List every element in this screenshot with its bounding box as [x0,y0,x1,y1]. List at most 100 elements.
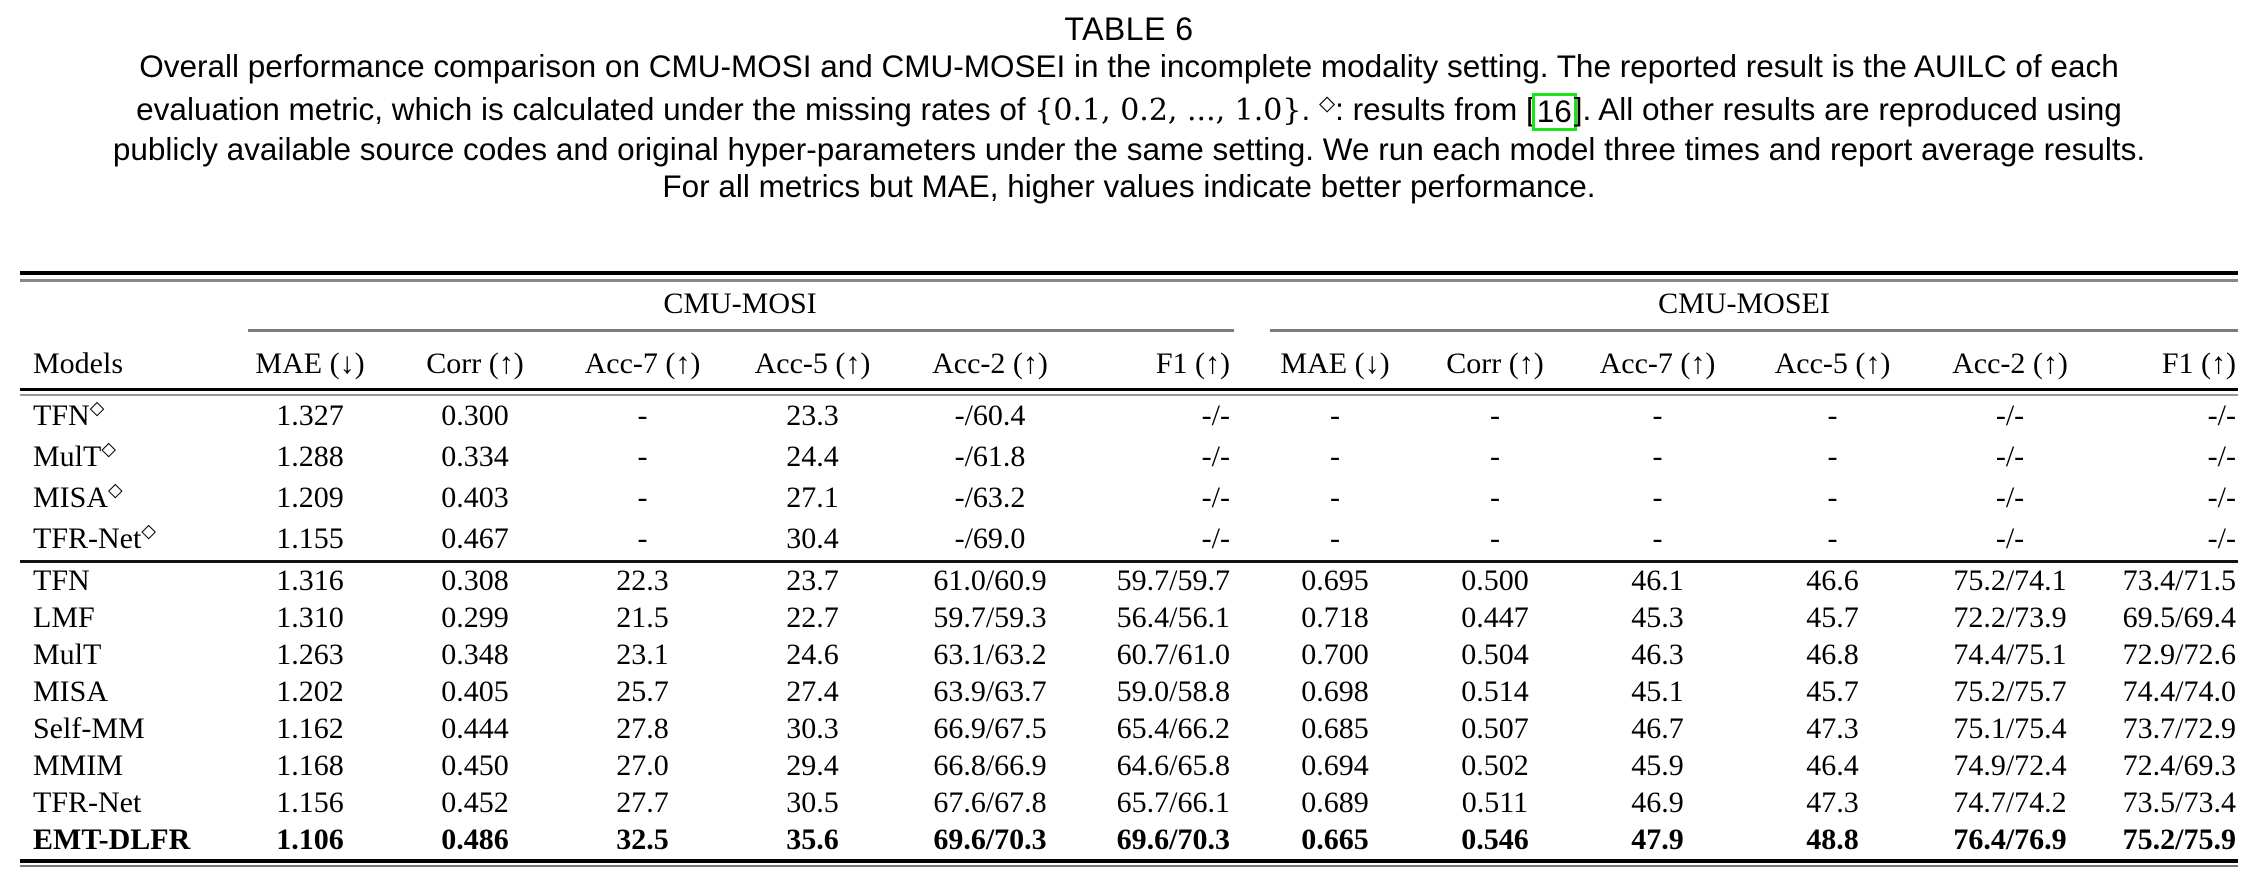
bracket-close: ] [1573,91,1583,127]
diamond-icon: ◇ [141,521,156,542]
diamond-icon: ◇ [1319,92,1336,115]
table-cell: 30.5 [786,786,839,819]
col-header-mae-mosi: MAE (↓) [255,346,365,380]
table-cell: 66.8/66.9 [933,749,1047,782]
table-cell: 0.405 [441,675,509,708]
table-cell: 21.5 [616,601,669,634]
table-cell: - [1827,522,1838,555]
table-cell: - [637,481,648,514]
table-title: TABLE 6 [1064,11,1194,47]
table-cell: 0.502 [1461,749,1529,782]
table-cell: 67.6/67.8 [933,786,1047,819]
citation-link-16[interactable]: 16 [1531,93,1577,131]
table-cell: 69.6/70.3 [1116,823,1230,856]
bracket-open: [ [1525,91,1535,127]
table-cell: - [1652,399,1663,432]
table-cell: 75.2/75.9 [2122,823,2236,856]
table-cell: 45.3 [1631,601,1684,634]
model-name: MulT◇ [33,439,116,473]
table-cell: 0.700 [1301,638,1369,671]
table-cell: - [1652,440,1663,473]
table-cell: 0.698 [1301,675,1369,708]
table-cell: 0.694 [1301,749,1369,782]
table-cell: 45.7 [1806,601,1859,634]
section-separator-rule [20,559,2238,563]
table-cell: 75.1/75.4 [1953,712,2067,745]
table-cell: 1.288 [276,440,344,473]
table-cell: - [1652,481,1663,514]
table-cell: - [1490,440,1500,473]
table-cell: 48.8 [1806,823,1859,856]
column-header-row: Models MAE (↓) Corr (↑) Acc-7 (↑) Acc-5 … [20,332,2238,388]
model-name: MISA◇ [33,480,123,514]
table-cell: 1.263 [276,638,344,671]
table-row: MMIM 1.168 0.450 27.0 29.4 66.8/66.9 64.6/65.8… [20,748,2238,785]
table-cell: - [637,440,648,473]
diamond-icon: ◇ [101,439,116,460]
table-cell: 46.6 [1806,564,1859,597]
table-cell: 0.511 [1461,786,1529,819]
col-header-mae-mosei: MAE (↓) [1280,346,1390,380]
table-cell: 69.6/70.3 [933,823,1047,856]
table-cell: 56.4/56.1 [1116,601,1230,634]
caption-text-pre: evaluation metric, which is calculated u… [136,91,1035,127]
table-cell: 59.7/59.7 [1116,564,1230,597]
caption-line-2: evaluation metric, which is calculated u… [0,85,2258,131]
table-row: TFR-Net◇ 1.155 0.467 - 30.4 -/69.0 -/- - - - - -/- -… [20,519,2238,560]
table-cell: 22.3 [616,564,669,597]
group-spacer [20,282,230,332]
table-cell: - [1827,481,1838,514]
results-table: CMU-MOSI CMU-MOSEI Models MAE (↓) Corr (… [20,270,2238,867]
table-cell: 0.665 [1301,823,1369,856]
table-cell: - [1827,440,1838,473]
col-header-corr-mosi: Corr (↑) [426,346,524,380]
table-cell: 75.2/75.7 [1953,675,2067,708]
caption-math-missing-rates: {0.1, 0.2, ..., 1.0} [1034,93,1302,128]
table-cell: 76.4/76.9 [1953,823,2067,856]
table-cell: 29.4 [786,749,839,782]
table-cell: 0.308 [441,564,509,597]
col-header-acc2-mosei: Acc-2 (↑) [1952,346,2068,380]
table-cell: - [1330,481,1340,514]
col-header-acc2-mosi: Acc-2 (↑) [932,346,1048,380]
table-cell: 72.2/73.9 [1953,601,2067,634]
table-cell: -/- [1995,399,2025,432]
table-cell: 73.4/71.5 [2122,564,2236,597]
diamond-icon: ◇ [89,398,105,419]
caption-line-1: Overall performance comparison on CMU-MO… [139,48,2119,84]
table-cell: -/60.4 [954,399,1026,432]
table-cell: 46.3 [1631,638,1684,671]
table-cell: 63.1/63.2 [933,638,1047,671]
diamond-icon: ◇ [108,480,123,501]
col-header-corr-mosei: Corr (↑) [1446,346,1544,380]
table-cell: 0.486 [441,823,509,856]
table-bottom-rule [20,858,2238,867]
table-cell: 0.450 [441,749,509,782]
table-cell: 72.9/72.6 [2122,638,2236,671]
table-cell: 30.4 [786,522,839,555]
table-cell: 35.6 [786,823,839,856]
table-row: Self-MM 1.162 0.444 27.8 30.3 66.9/67.5 65.4/6… [20,711,2238,748]
table-cell: 0.467 [441,522,509,555]
table-row: MISA◇ 1.209 0.403 - 27.1 -/63.2 -/- - - - - -/- -/- [20,478,2238,519]
table-row: TFN◇ 1.327 0.300 - 23.3 -/60.4 -/- - - - - -/- -/- [20,396,2238,437]
table-cell: 1.316 [276,564,344,597]
col-header-models: Models [33,346,123,380]
table-cell: 1.162 [276,712,344,745]
col-header-acc7-mosei: Acc-7 (↑) [1599,346,1716,380]
table-cell: 74.4/75.1 [1953,638,2067,671]
table-cell: 1.155 [276,522,344,555]
model-name: TFR-Net◇ [33,521,156,555]
table-cell: 47.3 [1806,712,1859,745]
caption-line-3: publicly available source codes and orig… [112,130,2146,167]
table-cell: 73.5/73.4 [2122,786,2236,819]
table-cell: 0.452 [441,786,509,819]
table-cell: 74.4/74.0 [2122,675,2236,708]
table-row: TFN 1.316 0.308 22.3 23.7 61.0/60.9 59.7/59.7 0… [20,563,2238,600]
col-header-acc5-mosei: Acc-5 (↑) [1774,346,1891,380]
table-cell: - [1490,522,1500,555]
table-cell: 45.1 [1631,675,1684,708]
model-name: EMT-DLFR [33,823,191,856]
table-cell: -/- [2207,481,2236,514]
table-row: MISA 1.202 0.405 25.7 27.4 63.9/63.7 59.0/58.8… [20,674,2238,711]
